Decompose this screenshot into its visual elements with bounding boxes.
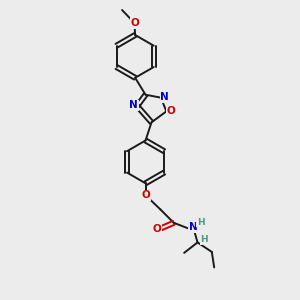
Text: N: N — [160, 92, 169, 102]
Text: H: H — [197, 218, 204, 227]
Text: N: N — [189, 222, 197, 232]
Text: O: O — [141, 190, 150, 200]
Text: O: O — [130, 18, 139, 28]
Text: N: N — [129, 100, 138, 110]
Text: O: O — [167, 106, 175, 116]
Text: O: O — [152, 224, 161, 234]
Text: H: H — [200, 235, 208, 244]
